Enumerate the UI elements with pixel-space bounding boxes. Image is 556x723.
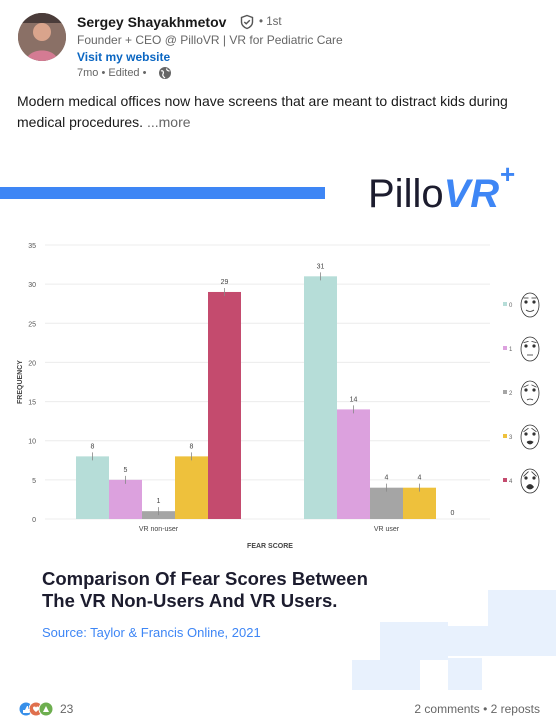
y-tick-label: 20 <box>28 360 36 367</box>
legend-label: 0 <box>509 303 513 309</box>
y-tick-label: 35 <box>28 243 36 250</box>
legend-swatch <box>503 478 507 482</box>
legend-swatch <box>503 346 507 350</box>
reaction-count[interactable]: 23 <box>60 702 74 716</box>
post-meta: 7mo • Edited • <box>77 67 147 79</box>
data-label: 5 <box>124 467 128 474</box>
legend-label: 3 <box>509 435 513 441</box>
data-label: 8 <box>91 443 95 450</box>
bar <box>109 479 142 519</box>
legend-label: 1 <box>509 347 513 353</box>
bar <box>403 487 436 519</box>
bar <box>208 291 241 519</box>
logo-text: PilloVR <box>368 172 499 216</box>
see-more-link[interactable]: ...more <box>146 114 191 130</box>
post-header: Sergey Shayakhmetov • 1st Founder + CEO … <box>0 0 556 90</box>
x-axis-label: FEAR SCORE <box>247 543 293 550</box>
data-label: 31 <box>317 263 325 270</box>
author-headline: Founder + CEO @ PilloVR | VR for Pediatr… <box>77 33 343 47</box>
y-tick-label: 30 <box>28 282 36 289</box>
post-body: Modern medical offices now have screens … <box>17 93 508 130</box>
y-tick-label: 25 <box>28 321 36 328</box>
decor-squares <box>352 590 556 690</box>
data-label: 0 <box>451 510 455 517</box>
face-score-1-icon <box>520 336 540 362</box>
legend-swatch <box>503 434 507 438</box>
connection-degree: • 1st <box>259 16 282 28</box>
face-score-3-icon <box>520 424 540 450</box>
caption-title-line-2: The VR Non-Users And VR Users. <box>42 590 338 611</box>
data-label: 4 <box>385 475 389 482</box>
data-label: 1 <box>157 498 161 505</box>
data-label: 14 <box>350 396 358 403</box>
post-footer: 23 2 comments • 2 reposts <box>0 695 556 723</box>
author-name[interactable]: Sergey Shayakhmetov <box>77 14 227 30</box>
y-tick-label: 0 <box>32 517 36 524</box>
caption-title-line-1: Comparison Of Fear Scores Between <box>42 568 368 589</box>
x-tick-label: VR user <box>374 526 400 533</box>
legend-label: 4 <box>509 479 513 485</box>
y-tick-label: 15 <box>28 400 36 407</box>
data-label: 8 <box>190 443 194 450</box>
legend-swatch <box>503 390 507 394</box>
pillovr-logo: PilloVR + <box>368 159 515 216</box>
post-image[interactable]: PilloVR + 0 5 10 15 20 25 30 35 FREQUENCY 8 5 1 8 29 V… <box>0 150 556 690</box>
face-score-0-icon <box>520 292 540 318</box>
bar <box>304 276 337 519</box>
bar <box>337 409 370 519</box>
verified-icon <box>240 14 254 30</box>
avatar[interactable] <box>18 13 66 61</box>
post-text: Modern medical offices now have screens … <box>17 91 537 133</box>
caption-title: Comparison Of Fear Scores Between The VR… <box>42 568 368 612</box>
data-label: 4 <box>418 475 422 482</box>
y-axis-label: FREQUENCY <box>17 360 24 404</box>
x-tick-label: VR non-user <box>139 526 179 533</box>
visit-website-link[interactable]: Visit my website <box>77 50 171 64</box>
brand-bar <box>0 187 325 199</box>
bar <box>370 487 403 519</box>
legend-label: 2 <box>509 391 513 397</box>
social-counts[interactable]: 2 comments • 2 reposts <box>414 702 540 716</box>
caption-source: Source: Taylor & Francis Online, 2021 <box>42 625 261 640</box>
logo-plus: + <box>500 159 515 189</box>
face-score-2-icon <box>520 380 540 406</box>
globe-icon <box>159 67 171 79</box>
legend-swatch <box>503 302 507 306</box>
y-tick-label: 10 <box>28 439 36 446</box>
avatar-photo <box>18 13 66 61</box>
face-score-4-icon <box>520 468 540 494</box>
chart-svg: PilloVR + 05101520253035FREQUENCY851829V… <box>17 159 556 690</box>
y-tick-label: 5 <box>32 478 36 485</box>
bar <box>76 456 109 519</box>
bar <box>175 456 208 519</box>
data-label: 29 <box>221 279 229 286</box>
reactions-icons[interactable] <box>18 701 58 717</box>
